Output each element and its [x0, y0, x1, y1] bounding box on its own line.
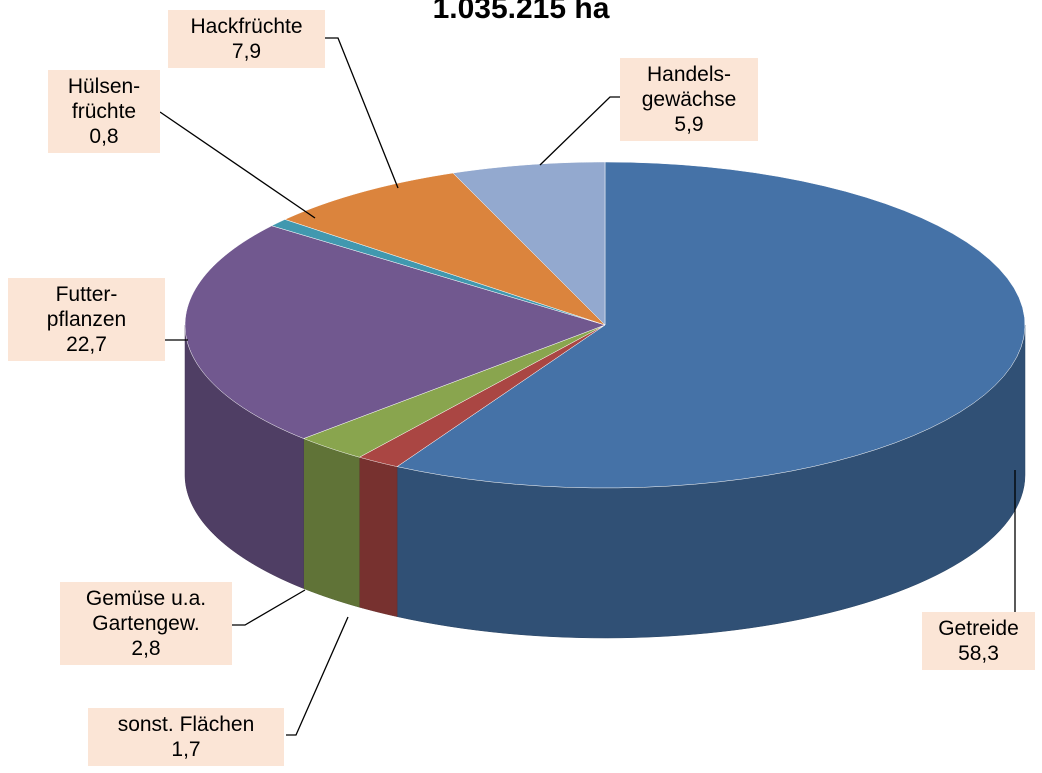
- pie-slice: [302, 324, 606, 458]
- category-label: sonst. Flächen: [117, 713, 255, 736]
- data-label: Hackfrüchte 7,9: [168, 10, 325, 68]
- pie-side: [359, 456, 398, 617]
- pie-slice: [358, 324, 606, 467]
- pie-slice: [396, 161, 1026, 489]
- leader-line: [539, 96, 620, 166]
- leader-line: [159, 111, 316, 219]
- leader-line: [286, 616, 349, 736]
- data-label: Getreide 58,3: [922, 612, 1035, 670]
- data-label: sonst. Flächen 1,7: [88, 708, 284, 766]
- value-label: 22,7: [66, 333, 107, 356]
- category-label: Getreide: [938, 617, 1019, 640]
- data-label: Futter- pflanzen 22,7: [8, 278, 165, 361]
- leader-line: [232, 589, 306, 626]
- category-label: Handels- gewächse: [641, 63, 737, 111]
- pie-slice: [271, 219, 606, 326]
- data-label: Gemüse u.a. Gartengew. 2,8: [60, 582, 232, 665]
- value-label: 0,8: [89, 125, 119, 148]
- value-label: 1,7: [171, 738, 201, 761]
- value-label: 7,9: [231, 40, 262, 63]
- value-label: 2,8: [131, 637, 161, 660]
- pie-slice: [452, 161, 606, 326]
- category-label: Gemüse u.a. Gartengew.: [85, 587, 207, 635]
- data-label: Handels- gewächse 5,9: [620, 58, 758, 141]
- leader-line: [325, 37, 399, 189]
- value-label: 5,9: [674, 113, 704, 136]
- pie-slice: [184, 225, 606, 439]
- category-label: Hackfrüchte: [190, 15, 303, 38]
- chart-title: 1.035.215 ha: [432, 0, 610, 25]
- pie-slice: [284, 172, 606, 326]
- data-label: Hülsen- früchte 0,8: [48, 70, 160, 153]
- category-label: Futter- pflanzen: [46, 283, 127, 331]
- pie-side: [303, 438, 360, 608]
- value-label: 58,3: [958, 642, 999, 665]
- category-label: Hülsen- früchte: [67, 75, 141, 123]
